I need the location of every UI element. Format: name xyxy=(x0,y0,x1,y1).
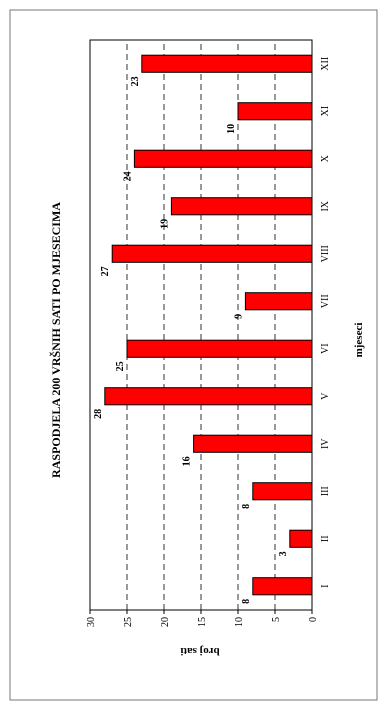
x-tick-label-VI: VI xyxy=(320,343,331,354)
x-tick-label-VIII: VIII xyxy=(320,245,331,262)
y-tick-label: 15 xyxy=(197,617,208,627)
bar-XI xyxy=(237,102,313,121)
y-tick-label: 25 xyxy=(123,617,134,627)
bar-VI xyxy=(126,339,313,358)
y-axis-title: broj sati xyxy=(180,645,219,657)
x-tick-label-V: V xyxy=(320,392,331,400)
x-tick-label-II: II xyxy=(320,535,331,542)
data-label-XII: 23 xyxy=(130,76,141,86)
y-tick-label: 30 xyxy=(86,617,97,627)
y-tick-label: 10 xyxy=(234,617,245,627)
data-label-VIII: 27 xyxy=(100,266,111,276)
x-tick-label-III: III xyxy=(320,486,331,496)
data-label-IV: 16 xyxy=(182,456,193,466)
data-label-XI: 10 xyxy=(226,124,237,134)
bars: 8 3 8 16 28 25 9 27 19 24 10 23 xyxy=(93,54,313,604)
x-tick-label-XI: XI xyxy=(320,106,331,117)
data-label-II: 3 xyxy=(278,551,289,556)
bar-X xyxy=(133,149,313,168)
x-tick-label-VII: VII xyxy=(320,294,331,308)
x-tick-label-IV: IV xyxy=(320,438,331,449)
y-tick-label: 5 xyxy=(271,617,282,622)
gridlines xyxy=(126,40,276,610)
data-label-I: 8 xyxy=(241,599,252,604)
x-axis-title: mjeseci xyxy=(353,323,365,358)
x-tick-label-I: I xyxy=(320,585,331,588)
bar-V xyxy=(104,387,313,406)
bar-XII xyxy=(141,54,313,73)
bar-I xyxy=(252,577,313,596)
x-tick-label-X: X xyxy=(320,154,331,162)
bar-II xyxy=(289,529,313,548)
data-label-VI: 25 xyxy=(115,361,126,371)
y-tick-label: 0 xyxy=(308,617,319,622)
data-label-X: 24 xyxy=(122,171,133,181)
data-label-IX: 19 xyxy=(159,219,170,229)
bar-VIII xyxy=(111,244,313,263)
x-tick-label-XII: XII xyxy=(320,57,331,71)
bar-III xyxy=(252,482,313,501)
chart-title: RASPODJELA 200 VRŠNIH SATI PO MJESECIMA xyxy=(49,202,63,478)
y-tick-label: 20 xyxy=(160,617,171,627)
bar-IX xyxy=(170,197,313,216)
data-label-VII: 9 xyxy=(233,314,244,319)
data-label-V: 28 xyxy=(93,409,104,419)
bar-VII xyxy=(244,292,313,311)
x-tick-label-IX: IX xyxy=(320,200,331,211)
bar-IV xyxy=(193,434,313,453)
data-label-III: 8 xyxy=(241,504,252,509)
